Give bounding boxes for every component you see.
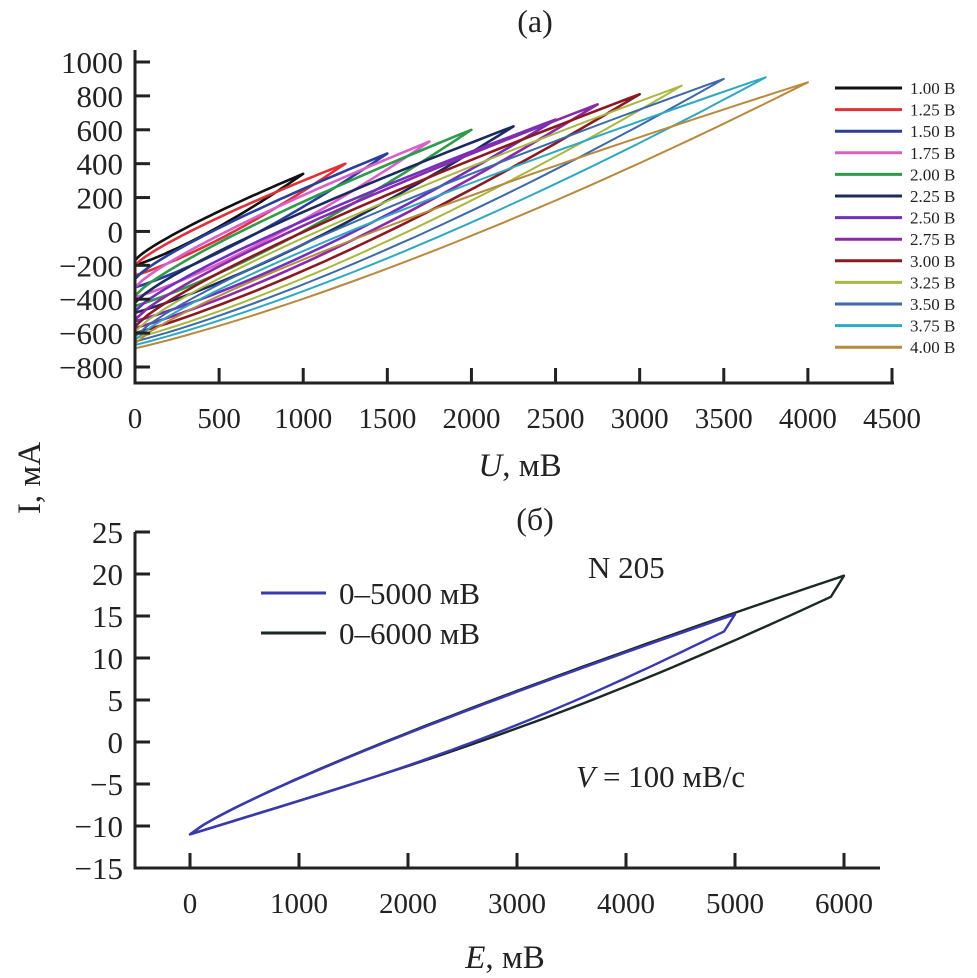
panel-a-x-axis-label: U, мВ — [478, 448, 561, 484]
scan-rate-variable: V — [576, 759, 598, 794]
scan-rate-label: V = 100 мВ/с — [576, 759, 745, 794]
legend-label: 3.50 В — [910, 295, 955, 314]
legend-label: 1.50 В — [910, 122, 955, 141]
series-curve-350 — [134, 77, 725, 343]
y-tick-label: −10 — [75, 809, 123, 844]
series-curve-300 — [133, 92, 641, 335]
x-tick-label: 4000 — [779, 403, 837, 435]
series-curve-400 — [134, 81, 809, 350]
y-tick-label: 0 — [108, 214, 124, 249]
y-tick-label: 200 — [77, 181, 124, 216]
legend-label: 3.25 В — [910, 273, 955, 292]
x-tick-label: 3000 — [488, 888, 546, 920]
legend-label: 2.00 В — [910, 165, 955, 184]
panel-a-curves — [133, 76, 809, 350]
series-curve-375 — [134, 76, 767, 346]
x-axis-unit: , мВ — [502, 448, 561, 484]
sample-label: N 205 — [588, 550, 665, 585]
scan-rate-value: = 100 мВ/с — [603, 759, 745, 794]
x-axis-variable: U — [478, 448, 504, 484]
x-tick-label: 500 — [197, 403, 241, 435]
y-tick-label: 15 — [92, 599, 123, 634]
series-curve-5000 — [188, 613, 737, 836]
panel-b-curves — [188, 574, 846, 836]
panel-a-title: (a) — [517, 3, 553, 39]
y-tick-label: 400 — [77, 147, 124, 182]
x-tick-label: 1500 — [358, 403, 416, 435]
panel-b-axes: 25 20 15 10 5 0 −5 −10 −15 0 1000 2000 3000 4000 5000 6… — [75, 515, 880, 920]
x-axis-variable: E — [464, 940, 485, 976]
y-tick-label: 5 — [108, 683, 124, 718]
x-tick-label: 3500 — [695, 403, 753, 435]
y-tick-label: 25 — [92, 515, 123, 550]
x-tick-label: 2000 — [442, 403, 500, 435]
x-tick-label: 4000 — [597, 888, 655, 920]
panel-b-legend: 0–5000 мВ 0–6000 мВ — [261, 576, 480, 651]
y-tick-label: 20 — [92, 557, 123, 592]
series-curve-6000 — [188, 574, 846, 836]
panel-b-axis-frame — [133, 532, 880, 870]
x-tick-label: 2000 — [379, 888, 437, 920]
legend-label: 2.25 В — [910, 187, 955, 206]
legend-label: 3.00 В — [910, 252, 955, 271]
panel-b-x-axis-label: E, мВ — [464, 940, 545, 976]
panel-a-axis-frame — [133, 50, 894, 385]
legend-label: 1.75 В — [910, 144, 955, 163]
y-tick-label: −200 — [59, 248, 123, 283]
panel-b: (б) 25 20 15 10 5 0 −5 −10 −15 0 1000 2000 3000 4000 5… — [75, 501, 880, 976]
x-tick-label: 0 — [183, 888, 198, 920]
y-tick-label: 0 — [108, 725, 124, 760]
x-tick-label: 0 — [128, 403, 143, 435]
y-tick-label: 10 — [92, 641, 123, 676]
legend-label: 1.00 В — [910, 79, 955, 98]
x-tick-label: 2500 — [527, 403, 585, 435]
legend-label: 1.25 В — [910, 101, 955, 120]
y-tick-label: 800 — [77, 79, 124, 114]
legend-label: 4.00 В — [910, 338, 955, 357]
y-tick-label: −15 — [75, 851, 123, 886]
x-tick-label: 5000 — [706, 888, 764, 920]
legend-label: 2.50 В — [910, 209, 955, 228]
legend-label: 0–6000 мВ — [339, 616, 480, 651]
panel-a-legend: 1.00 В 1.25 В 1.50 В 1.75 В 2.00 В 2.25 В 2.50… — [835, 79, 955, 357]
y-tick-label: −600 — [59, 316, 123, 351]
y-tick-label: −800 — [59, 350, 123, 385]
x-tick-label: 4500 — [863, 403, 921, 435]
series-curve-325 — [134, 84, 683, 340]
x-axis-unit: , мВ — [485, 940, 544, 976]
y-tick-label: −5 — [90, 767, 123, 802]
y-axis-label: I, мА — [12, 442, 48, 514]
y-tick-label: 1000 — [61, 45, 123, 80]
series-curve-125 — [133, 162, 347, 277]
series-curve-275 — [133, 103, 599, 330]
legend-label: 0–5000 мВ — [339, 576, 480, 611]
x-tick-label: 3000 — [611, 403, 669, 435]
panel-b-title: (б) — [516, 501, 554, 537]
y-tick-label: −400 — [59, 282, 123, 317]
x-tick-label: 1000 — [270, 888, 328, 920]
x-tick-label: 6000 — [815, 888, 873, 920]
legend-label: 3.75 В — [910, 317, 955, 336]
series-curve-175 — [133, 140, 431, 299]
legend-label: 2.75 В — [910, 230, 955, 249]
y-tick-label: 600 — [77, 113, 124, 148]
x-tick-label: 1000 — [274, 403, 332, 435]
